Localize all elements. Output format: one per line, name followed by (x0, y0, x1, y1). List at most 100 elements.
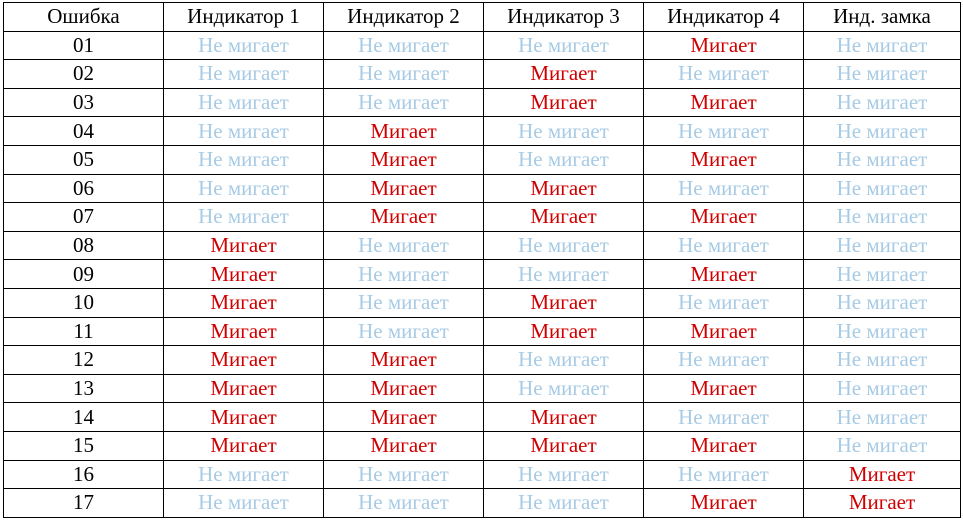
lock-indicator-status-cell: Не мигает (803, 30, 961, 61)
indicator-4-status-cell: Мигает (643, 144, 804, 175)
indicator-4-status-cell: Не мигает (643, 59, 804, 89)
indicator-4-status-cell: Не мигает (643, 287, 804, 318)
indicator-1-status-cell: Не мигает (163, 59, 324, 89)
indicator-3-status-cell: Мигает (483, 59, 644, 89)
error-code-cell: 09 (3, 259, 164, 289)
error-code-cell: 07 (3, 202, 164, 232)
indicator-4-status-cell: Мигает (643, 30, 804, 61)
indicator-4-status-cell: Не мигает (643, 230, 804, 261)
lock-indicator-status-cell: Не мигает (803, 59, 961, 89)
lock-indicator-status-cell: Не мигает (803, 202, 961, 232)
indicator-1-status-cell: Мигает (163, 345, 324, 375)
indicator-2-status-cell: Не мигает (323, 59, 484, 89)
indicator-3-status-cell: Мигает (483, 173, 644, 204)
indicator-3-status-cell: Не мигает (483, 116, 644, 146)
lock-indicator-status-cell: Не мигает (803, 287, 961, 318)
indicator-2-status-cell: Не мигает (323, 230, 484, 261)
indicator-3-status-cell: Мигает (483, 202, 644, 232)
indicator-4-status-cell: Мигает (643, 202, 804, 232)
error-code-cell: 12 (3, 345, 164, 375)
indicator-1-status-cell: Мигает (163, 316, 324, 347)
error-code-cell: 01 (3, 30, 164, 61)
indicator-1-status-cell: Мигает (163, 402, 324, 432)
lock-indicator-status-cell: Мигает (803, 488, 961, 518)
lock-indicator-status-cell: Не мигает (803, 430, 961, 461)
indicator-2-status-cell: Мигает (323, 402, 484, 432)
error-code-cell: 13 (3, 373, 164, 404)
error-code-cell: 04 (3, 116, 164, 146)
indicator-3-status-cell: Мигает (483, 402, 644, 432)
table-header: Ошибка Индикатор 1 Индикатор 2 Индикатор… (3, 2, 961, 32)
error-code-cell: 11 (3, 316, 164, 347)
lock-indicator-status-cell: Мигает (803, 459, 961, 490)
indicator-1-status-cell: Не мигает (163, 30, 324, 61)
lock-indicator-status-cell: Не мигает (803, 316, 961, 347)
indicator-4-status-cell: Мигает (643, 87, 804, 118)
indicator-1-status-cell: Не мигает (163, 459, 324, 490)
indicator-2-status-cell: Не мигает (323, 488, 484, 518)
indicator-2-status-cell: Мигает (323, 173, 484, 204)
indicator-2-status-cell: Мигает (323, 373, 484, 404)
table-body: 01 Не мигает Не мигает Не мигает Мигает Не ми… (3, 30, 961, 518)
indicator-1-status-cell: Мигает (163, 230, 324, 261)
lock-indicator-status-cell: Не мигает (803, 259, 961, 289)
indicator-2-status-cell: Мигает (323, 202, 484, 232)
indicator-2-status-cell: Мигает (323, 144, 484, 175)
indicator-1-status-cell: Мигает (163, 287, 324, 318)
error-code-cell: 10 (3, 287, 164, 318)
indicator-2-status-cell: Не мигает (323, 316, 484, 347)
indicator-1-status-cell: Не мигает (163, 488, 324, 518)
error-code-cell: 03 (3, 87, 164, 118)
indicator-4-status-cell: Мигает (643, 373, 804, 404)
error-code-cell: 05 (3, 144, 164, 175)
table-row: 16 Не мигает Не мигает Не мигает Не мигает Ми… (3, 459, 961, 490)
table-row: 06 Не мигает Мигает Мигает Не мигает Не мигае… (3, 173, 961, 204)
lock-indicator-status-cell: Не мигает (803, 144, 961, 175)
indicator-2-status-cell: Не мигает (323, 459, 484, 490)
indicator-2-status-cell: Мигает (323, 345, 484, 375)
lock-indicator-status-cell: Не мигает (803, 402, 961, 432)
indicator-1-status-cell: Не мигает (163, 173, 324, 204)
table-row: 09 Мигает Не мигает Не мигает Мигает Не мигае… (3, 259, 961, 289)
table-row: 07 Не мигает Мигает Мигает Мигает Не мигает (3, 202, 961, 232)
indicator-4-status-cell: Мигает (643, 316, 804, 347)
indicator-1-status-cell: Мигает (163, 430, 324, 461)
indicator-4-status-cell: Не мигает (643, 345, 804, 375)
indicator-4-status-cell: Не мигает (643, 173, 804, 204)
lock-indicator-status-cell: Не мигает (803, 345, 961, 375)
table-row: 08 Мигает Не мигает Не мигает Не мигает Не ми… (3, 230, 961, 261)
indicator-4-status-cell: Мигает (643, 488, 804, 518)
indicator-3-status-cell: Мигает (483, 87, 644, 118)
indicator-3-status-cell: Не мигает (483, 373, 644, 404)
indicator-2-status-cell: Не мигает (323, 30, 484, 61)
indicator-3-status-cell: Не мигает (483, 459, 644, 490)
indicator-2-status-cell: Не мигает (323, 87, 484, 118)
indicator-2-status-cell: Мигает (323, 116, 484, 146)
table-row: 02 Не мигает Не мигает Мигает Не мигает Не ми… (3, 59, 961, 89)
table-row: 13 Мигает Мигает Не мигает Мигает Не мигает (3, 373, 961, 404)
indicator-3-status-cell: Не мигает (483, 30, 644, 61)
table-row: 17 Не мигает Не мигает Не мигает Мигает Мигае… (3, 488, 961, 518)
header-error: Ошибка (3, 2, 164, 32)
table-row: 03 Не мигает Не мигает Мигает Мигает Не мигае… (3, 87, 961, 118)
table-row: 05 Не мигает Мигает Не мигает Мигает Не мигае… (3, 144, 961, 175)
indicator-1-status-cell: Не мигает (163, 87, 324, 118)
header-lock-indicator: Инд. замка (803, 2, 961, 32)
indicator-3-status-cell: Мигает (483, 287, 644, 318)
lock-indicator-status-cell: Не мигает (803, 87, 961, 118)
table-row: 11 Мигает Не мигает Мигает Мигает Не мигает (3, 316, 961, 347)
error-code-cell: 02 (3, 59, 164, 89)
indicator-3-status-cell: Мигает (483, 316, 644, 347)
lock-indicator-status-cell: Не мигает (803, 373, 961, 404)
error-code-cell: 08 (3, 230, 164, 261)
indicator-4-status-cell: Мигает (643, 430, 804, 461)
error-code-cell: 06 (3, 173, 164, 204)
lock-indicator-status-cell: Не мигает (803, 116, 961, 146)
indicator-3-status-cell: Мигает (483, 430, 644, 461)
indicator-4-status-cell: Не мигает (643, 459, 804, 490)
table-row: 01 Не мигает Не мигает Не мигает Мигает Не ми… (3, 30, 961, 61)
indicator-4-status-cell: Не мигает (643, 402, 804, 432)
table-row: 10 Мигает Не мигает Мигает Не мигает Не мигае… (3, 287, 961, 318)
table-row: 14 Мигает Мигает Мигает Не мигает Не мигает (3, 402, 961, 432)
indicator-1-status-cell: Не мигает (163, 116, 324, 146)
